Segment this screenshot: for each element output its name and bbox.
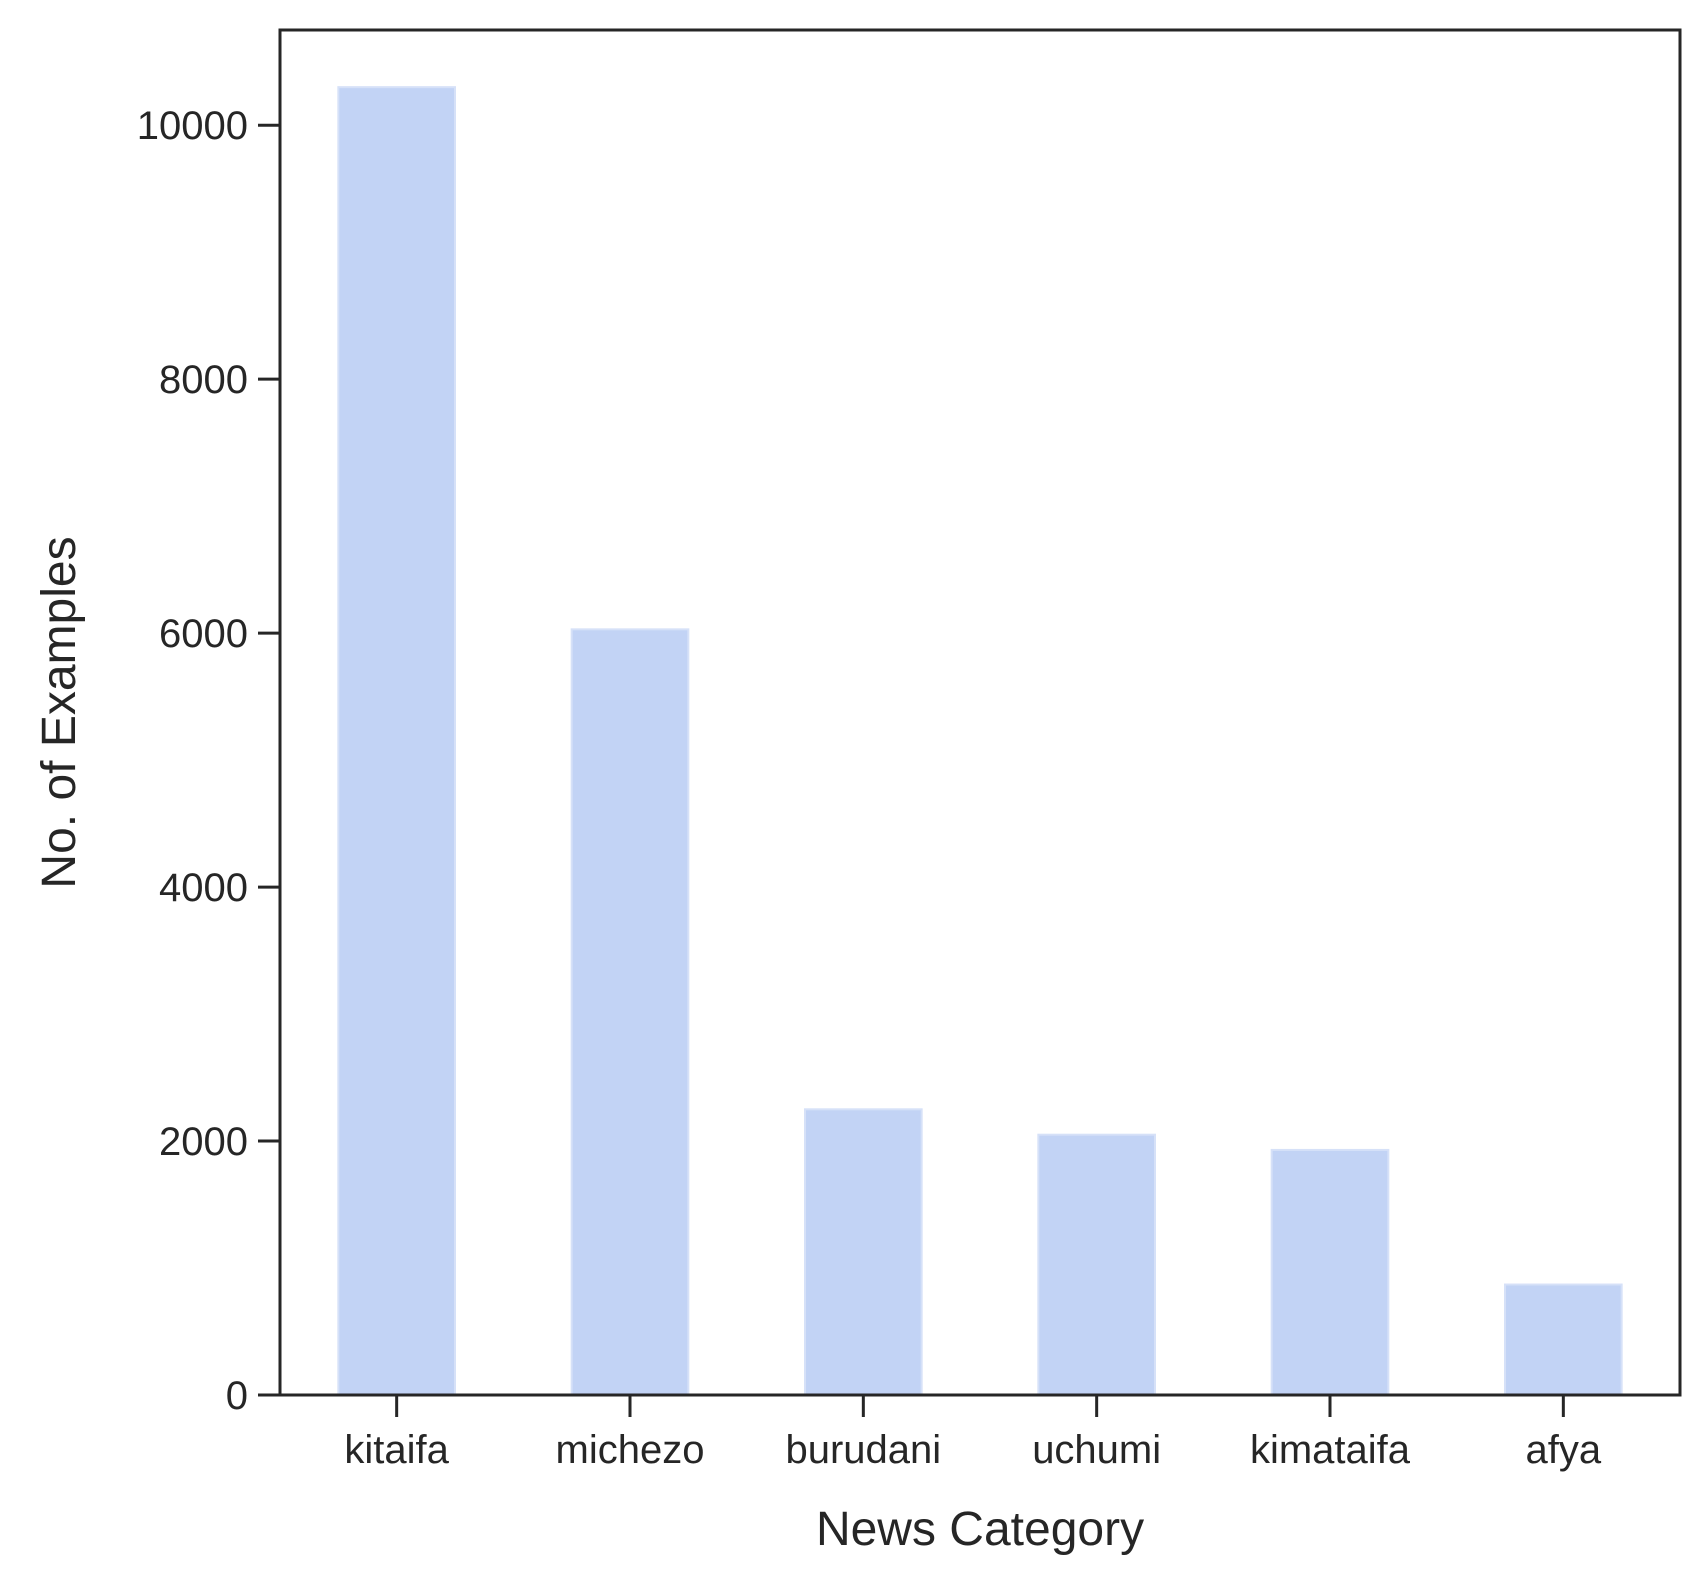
y-tick-label: 8000 (159, 358, 248, 402)
bar-uchumi (1037, 1133, 1157, 1396)
y-tick-label: 4000 (159, 866, 248, 910)
y-tick-label: 0 (226, 1374, 248, 1418)
y-tick-label: 2000 (159, 1120, 248, 1164)
plot-frame (278, 28, 1682, 1397)
y-tick-label: 10000 (137, 104, 248, 148)
x-tick-label: kitaifa (344, 1428, 449, 1472)
x-tick-label: burudani (785, 1428, 941, 1472)
y-axis-title: No. of Examples (33, 536, 86, 888)
x-axis-ticks: kitaifa michezo burudani uchumi kimataifa afy… (344, 1395, 1602, 1472)
y-axis-ticks: 0 2000 4000 6000 8000 10000 (137, 104, 280, 1418)
x-axis-title: News Category (816, 1503, 1144, 1556)
x-tick-label: kimataifa (1250, 1428, 1411, 1472)
bars-group (337, 86, 1623, 1397)
bar-michezo (570, 628, 690, 1396)
bar-burudani (804, 1108, 923, 1397)
y-tick-label: 6000 (159, 612, 248, 656)
bar-kitaifa (337, 86, 457, 1397)
x-tick-label: michezo (556, 1428, 705, 1472)
bar-kimataifa (1270, 1148, 1390, 1397)
x-tick-label: afya (1526, 1428, 1602, 1472)
bar-afya (1504, 1283, 1623, 1397)
x-tick-label: uchumi (1032, 1428, 1161, 1472)
